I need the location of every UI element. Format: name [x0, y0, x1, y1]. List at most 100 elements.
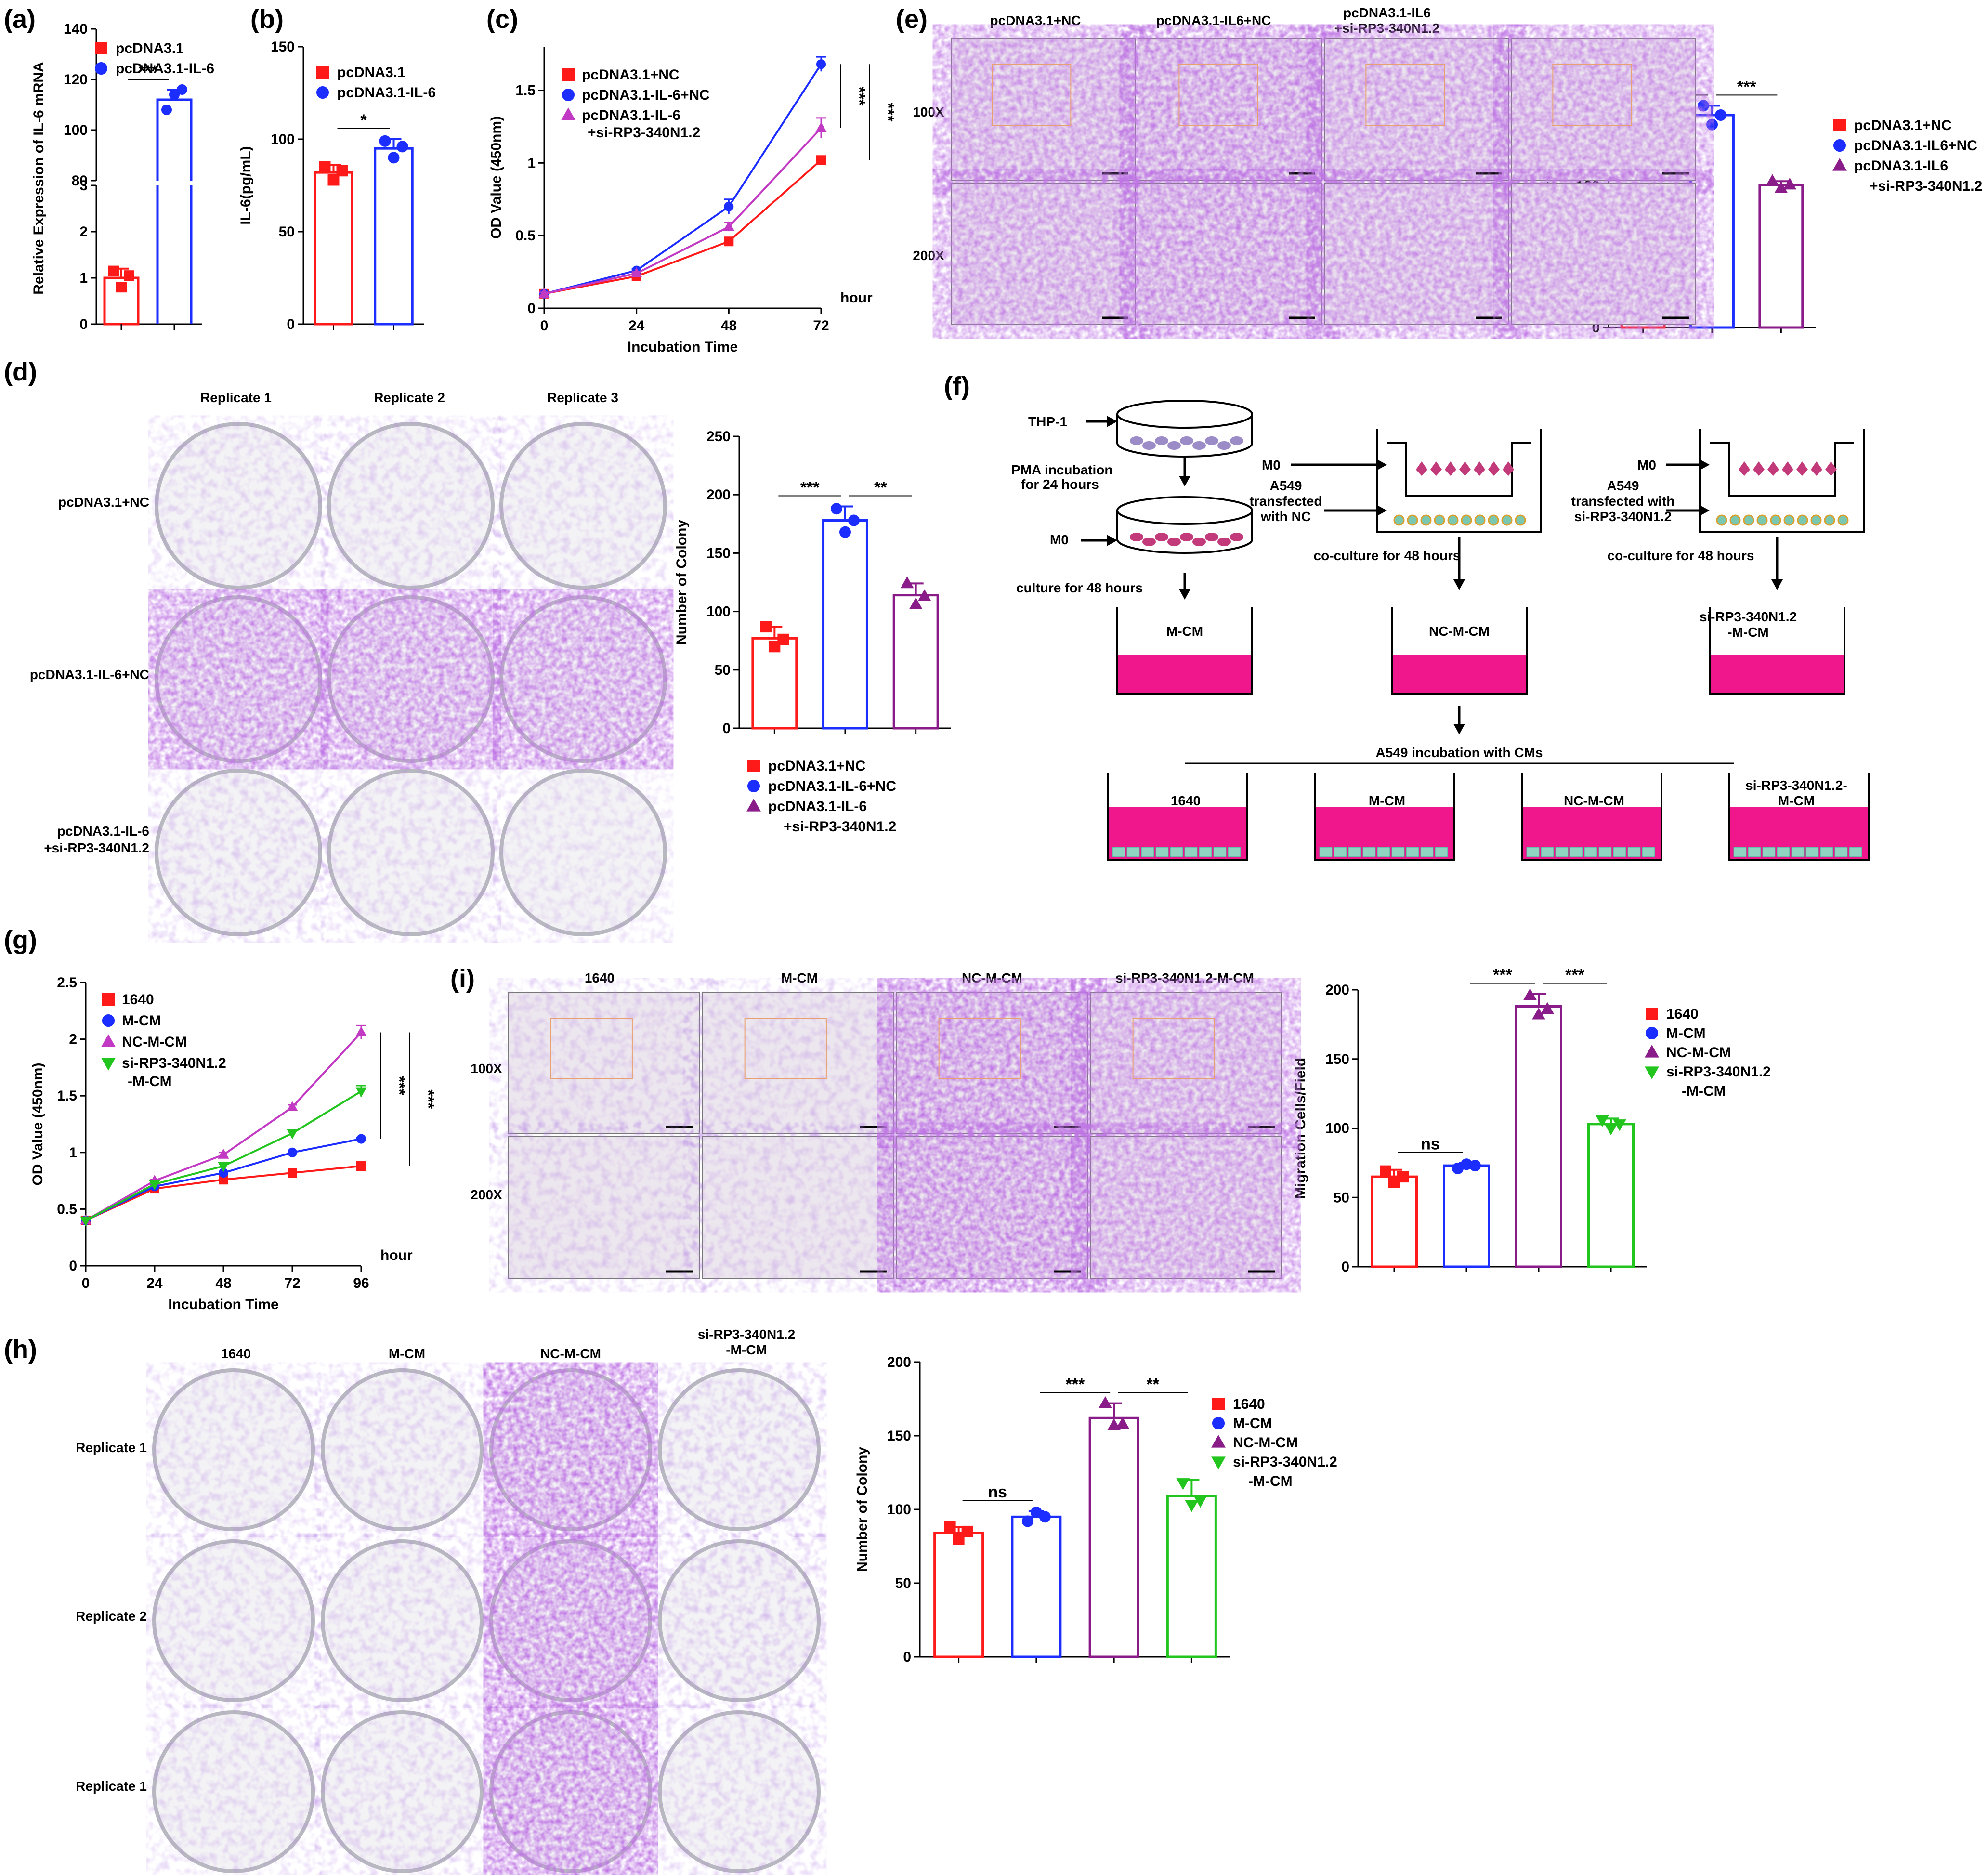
chart-g: 0 0.5 1 1.5 2 2.5 OD Value (450nm) 0 24 48 72 96 hou…	[30, 975, 437, 1312]
f-coculture-si: co-culture for 48 hours	[1608, 548, 1754, 563]
data-point	[961, 1525, 973, 1537]
a549-cell	[1756, 514, 1768, 526]
legend-marker	[561, 107, 575, 120]
arrow-head	[1179, 589, 1190, 600]
f-well-ncmcm: NC-M-CM	[1564, 793, 1624, 808]
well-medium	[1711, 655, 1844, 693]
m0-cell	[1782, 461, 1793, 476]
legend-label: pcDNA3.1	[337, 65, 405, 80]
data-point	[287, 1101, 298, 1111]
legend-label: M-CM	[1666, 1025, 1706, 1041]
sig-1-label: ***	[1493, 966, 1512, 984]
bar	[1088, 1416, 1139, 1658]
f-a549-si3: si-RP3-340N1.2	[1574, 509, 1672, 524]
cell	[1192, 441, 1206, 450]
micro-e-col-3a: pcDNA3.1-IL6	[1343, 5, 1431, 20]
bar	[1371, 1175, 1418, 1268]
colony-plates-h: 1640 M-CM NC-M-CM si-RP3-340N1.2 -M-CM R…	[76, 1327, 821, 1873]
plates-d-row-1: pcDNA3.1+NC	[58, 495, 149, 510]
plates-h-col-4a: si-RP3-340N1.2	[698, 1327, 795, 1342]
a549-cell	[1834, 847, 1848, 857]
bar	[1011, 1515, 1062, 1658]
well-wall	[1709, 607, 1845, 695]
a549-cell	[1393, 514, 1405, 526]
data-point	[1185, 1500, 1199, 1512]
bar	[314, 171, 353, 326]
m0-cell	[1825, 461, 1837, 476]
data-point	[116, 282, 127, 293]
legend-label: pcDNA3.1+NC	[768, 758, 866, 774]
a549-cell	[1184, 847, 1198, 857]
sig-label-1: ***	[850, 87, 868, 106]
a549-cell	[1474, 514, 1486, 526]
data-point	[319, 161, 331, 173]
micrograph-stain	[1138, 39, 1322, 180]
y-axis-label: OD Value (450nm)	[30, 1062, 46, 1185]
x-tick-label: 0	[540, 318, 549, 334]
micro-e-row-2: 200X	[913, 248, 944, 263]
x-axis-label: Incubation Time	[168, 1297, 278, 1312]
legend-marker	[1211, 1435, 1226, 1448]
a549-cell	[1729, 514, 1741, 526]
data-point	[80, 1216, 92, 1227]
a549-cell	[1112, 847, 1125, 857]
micrograph-stain	[896, 992, 1087, 1134]
chart-c: 0 0.5 1 1.5 OD Value (450nm) 0 24 48 72 hour Incub…	[488, 47, 897, 355]
sig-label-2: ***	[419, 1089, 437, 1109]
a549-cell	[1642, 847, 1655, 857]
panel-label-d: (d)	[4, 357, 37, 386]
series-line	[544, 127, 822, 295]
legend-label: NC-M-CM	[1666, 1045, 1731, 1061]
bar	[156, 98, 193, 324]
a549-cell	[1810, 514, 1822, 526]
data-point	[288, 1147, 297, 1157]
series-line	[544, 64, 822, 295]
colonies	[508, 431, 658, 581]
legend-label: pcDNA3.1+NC	[1854, 118, 1952, 133]
data-point	[953, 1533, 965, 1545]
y-tick-label: 140	[64, 21, 88, 37]
data-point	[815, 122, 827, 132]
y-tick-label: 0	[69, 1258, 77, 1274]
legend-marker	[95, 62, 107, 75]
a549-cell	[1377, 847, 1390, 857]
legend-label: pcDNA3.1-IL-6+NC	[768, 778, 896, 794]
legend-label-cont: +si-RP3-340N1.2	[1870, 178, 1982, 194]
bar	[1758, 184, 1804, 329]
legend-marker	[95, 42, 107, 54]
data-point	[944, 1521, 956, 1533]
a549-cell	[1334, 847, 1347, 857]
plates-d-col-2: Replicate 2	[374, 390, 445, 405]
zoom-box	[744, 1018, 827, 1079]
y-tick-label: 100	[64, 122, 88, 138]
panel-label-h: (h)	[4, 1335, 37, 1364]
y-tick-label: 200	[706, 487, 731, 503]
legend-marker	[1833, 119, 1846, 131]
a549-cell	[1805, 847, 1819, 857]
m0-cell	[1459, 461, 1471, 476]
x-tick-label: 0	[82, 1275, 90, 1291]
colony-plates-d: Replicate 1 Replicate 2 Replicate 3 pcDN…	[30, 390, 667, 936]
micrograph-stain	[951, 39, 1135, 180]
a549-cell	[1627, 847, 1641, 857]
y-tick-label: 1	[79, 270, 88, 286]
legend-marker	[746, 799, 761, 812]
y-tick-label: 1.5	[515, 83, 536, 99]
data-point	[1604, 1123, 1618, 1136]
x-tick-label: 96	[353, 1275, 369, 1291]
y-tick-label: 3	[79, 178, 88, 194]
y-tick-label: 0	[287, 316, 295, 332]
a549-cell	[1406, 847, 1419, 857]
a549-cell	[1770, 514, 1781, 526]
colonies	[667, 1548, 812, 1693]
chart-i: 0 50 100 150 200 Migration Cells/Field ns *** **…	[1293, 966, 1771, 1275]
data-point	[1541, 1002, 1554, 1014]
cell	[1180, 436, 1193, 445]
data-point	[1193, 1495, 1207, 1508]
f-sicm-label2: -M-CM	[1727, 625, 1769, 640]
zoom-box	[550, 1018, 633, 1079]
data-point	[839, 526, 851, 538]
legend-marker	[316, 66, 329, 79]
cell	[1142, 538, 1156, 546]
panel-label-g: (g)	[4, 926, 37, 955]
